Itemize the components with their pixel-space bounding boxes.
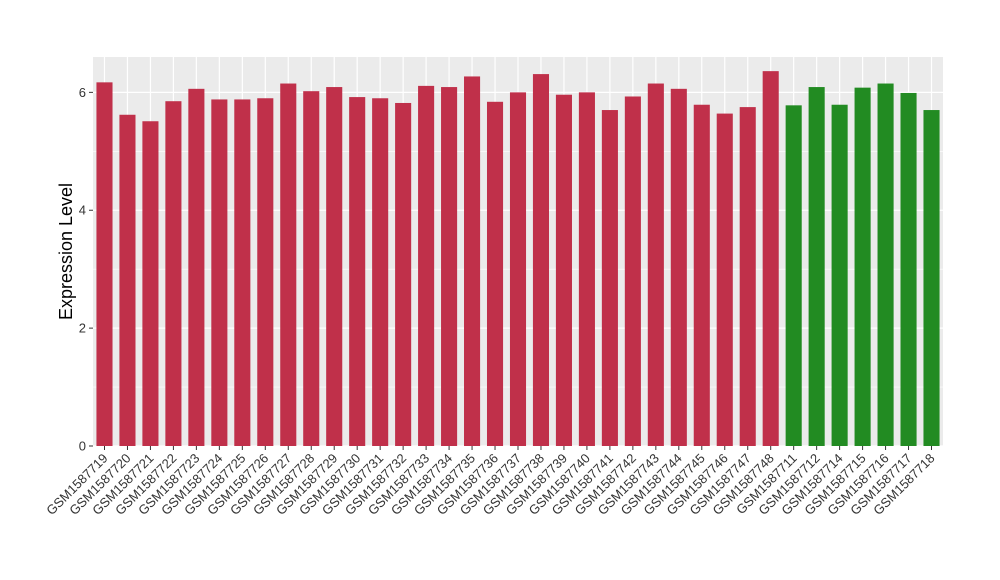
bars xyxy=(96,71,940,447)
bar-GSM1587742 xyxy=(624,96,641,447)
bar-GSM1587737 xyxy=(509,92,527,446)
bar-GSM1587741 xyxy=(601,110,618,446)
bar-GSM1587740 xyxy=(578,92,595,446)
bar-GSM1587745 xyxy=(693,104,710,446)
bar-GSM1587735 xyxy=(464,76,481,446)
bar-GSM1587714 xyxy=(831,104,848,446)
bar-GSM1587712 xyxy=(808,87,825,447)
y-tick-label: 4 xyxy=(79,203,86,218)
bar-GSM1587727 xyxy=(280,83,297,446)
y-tick-label: 2 xyxy=(79,321,86,336)
bar-GSM1587719 xyxy=(96,82,113,447)
bar-GSM1587717 xyxy=(900,92,917,446)
bar-GSM1587729 xyxy=(326,87,343,447)
bar-GSM1587723 xyxy=(188,88,205,446)
bar-GSM1587724 xyxy=(211,99,228,446)
y-tick-label: 0 xyxy=(79,439,86,454)
y-axis: 0 2 4 6 xyxy=(79,85,93,454)
bar-GSM1587720 xyxy=(119,114,136,446)
bar-GSM1587715 xyxy=(854,87,871,446)
bar-GSM1587711 xyxy=(785,105,802,447)
bar-GSM1587718 xyxy=(923,110,940,446)
bar-GSM1587739 xyxy=(555,94,572,446)
bar-GSM1587722 xyxy=(165,101,182,447)
bar-GSM1587730 xyxy=(349,97,366,446)
bar-GSM1587716 xyxy=(877,83,894,446)
bar-GSM1587747 xyxy=(739,107,756,447)
bar-GSM1587728 xyxy=(303,91,320,446)
bar-GSM1587746 xyxy=(716,113,733,446)
bar-GSM1587734 xyxy=(441,87,458,447)
bar-GSM1587736 xyxy=(486,101,504,446)
y-tick-label: 6 xyxy=(79,85,86,100)
bar-GSM1587731 xyxy=(372,98,389,447)
bar-GSM1587738 xyxy=(532,74,550,447)
bar-GSM1587721 xyxy=(142,121,159,446)
bar-GSM1587748 xyxy=(762,71,779,447)
bar-GSM1587732 xyxy=(395,102,412,447)
bar-GSM1587725 xyxy=(234,99,251,446)
bar-GSM1587726 xyxy=(257,98,274,447)
bar-GSM1587733 xyxy=(418,85,435,446)
y-axis-label: Expression Level xyxy=(56,183,76,320)
x-axis: GSM1587719GSM1587720GSM1587721GSM1587722… xyxy=(43,446,938,518)
bar-GSM1587744 xyxy=(670,88,687,446)
bar-GSM1587743 xyxy=(647,83,664,446)
